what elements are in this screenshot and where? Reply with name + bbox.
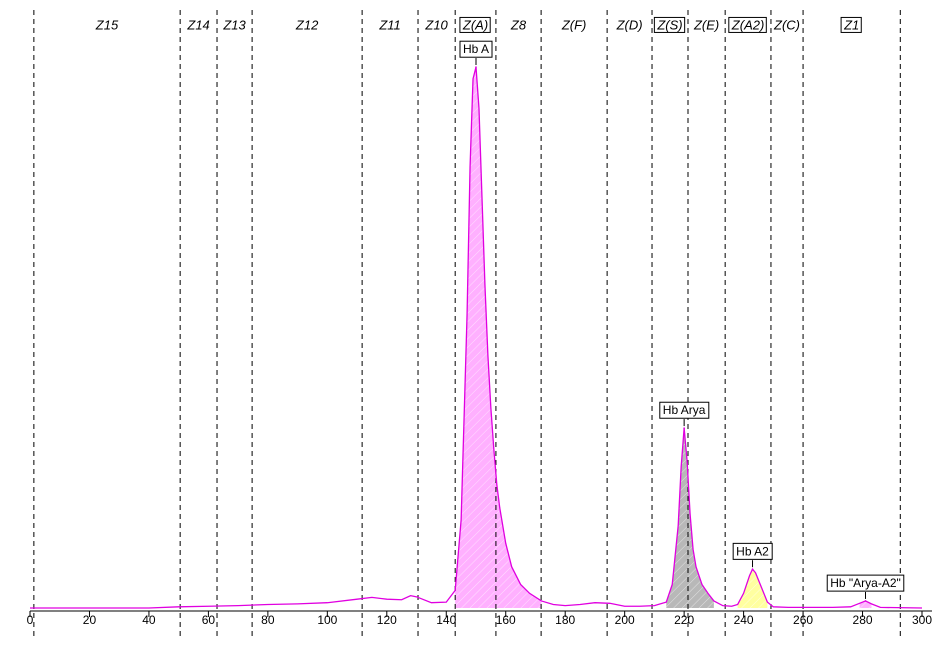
peak-label: Hb A2 bbox=[736, 544, 769, 558]
x-tick-label: 60 bbox=[202, 613, 216, 627]
peak-label: Hb A bbox=[463, 42, 489, 56]
peak-label-box bbox=[826, 574, 905, 592]
zone-label: Z(S) bbox=[656, 17, 682, 32]
peak-apex bbox=[864, 600, 867, 602]
zone-label: Z13 bbox=[222, 17, 246, 32]
x-tick-label: 20 bbox=[83, 613, 97, 627]
zone-label: Z(F) bbox=[561, 17, 587, 32]
peak-hatch bbox=[455, 67, 542, 609]
zone-label: Z(D) bbox=[616, 17, 643, 32]
peak-label: Hb Arya bbox=[663, 403, 706, 417]
zone-label: Z(C) bbox=[773, 17, 800, 32]
x-tick-label: 160 bbox=[496, 613, 516, 627]
x-tick-label: 100 bbox=[317, 613, 337, 627]
zone-label-box bbox=[653, 16, 686, 33]
zone-label: Z12 bbox=[295, 17, 319, 32]
x-tick-label: 0 bbox=[27, 613, 34, 627]
peak-label-box bbox=[732, 542, 773, 560]
x-tick-label: 140 bbox=[436, 613, 456, 627]
zone-label: Z10 bbox=[424, 17, 448, 32]
x-tick-label: 120 bbox=[377, 613, 397, 627]
zone-label: Z(E) bbox=[693, 17, 719, 32]
x-tick-label: 300 bbox=[912, 613, 932, 627]
peak-apex bbox=[475, 66, 477, 68]
peak-label-box bbox=[459, 40, 493, 58]
zone-label-box bbox=[459, 16, 491, 33]
zone-label: Z14 bbox=[186, 17, 209, 32]
peak-label: Hb "Arya-A2" bbox=[830, 576, 901, 590]
x-tick-label: 220 bbox=[674, 613, 694, 627]
zone-label-box bbox=[840, 16, 862, 33]
zone-label: Z(A) bbox=[462, 17, 488, 32]
peak-hatch bbox=[737, 569, 768, 608]
peak-apex bbox=[751, 568, 754, 570]
zone-label-box bbox=[728, 16, 767, 33]
peak-apex bbox=[683, 427, 685, 429]
x-tick-label: 280 bbox=[853, 613, 873, 627]
zone-label: Z1 bbox=[843, 17, 859, 32]
x-tick-label: 80 bbox=[261, 613, 275, 627]
x-tick-label: 200 bbox=[615, 613, 635, 627]
x-tick-label: 260 bbox=[793, 613, 813, 627]
zone-label: Z(A2) bbox=[731, 17, 765, 32]
x-tick-label: 40 bbox=[142, 613, 156, 627]
zone-label: Z15 bbox=[95, 17, 119, 32]
x-tick-label: 180 bbox=[555, 613, 575, 627]
peak-label-box bbox=[659, 401, 710, 419]
x-tick-label: 240 bbox=[734, 613, 754, 627]
zone-label: Z8 bbox=[510, 17, 527, 32]
trace-line bbox=[30, 66, 923, 609]
zone-label: Z11 bbox=[378, 17, 400, 32]
